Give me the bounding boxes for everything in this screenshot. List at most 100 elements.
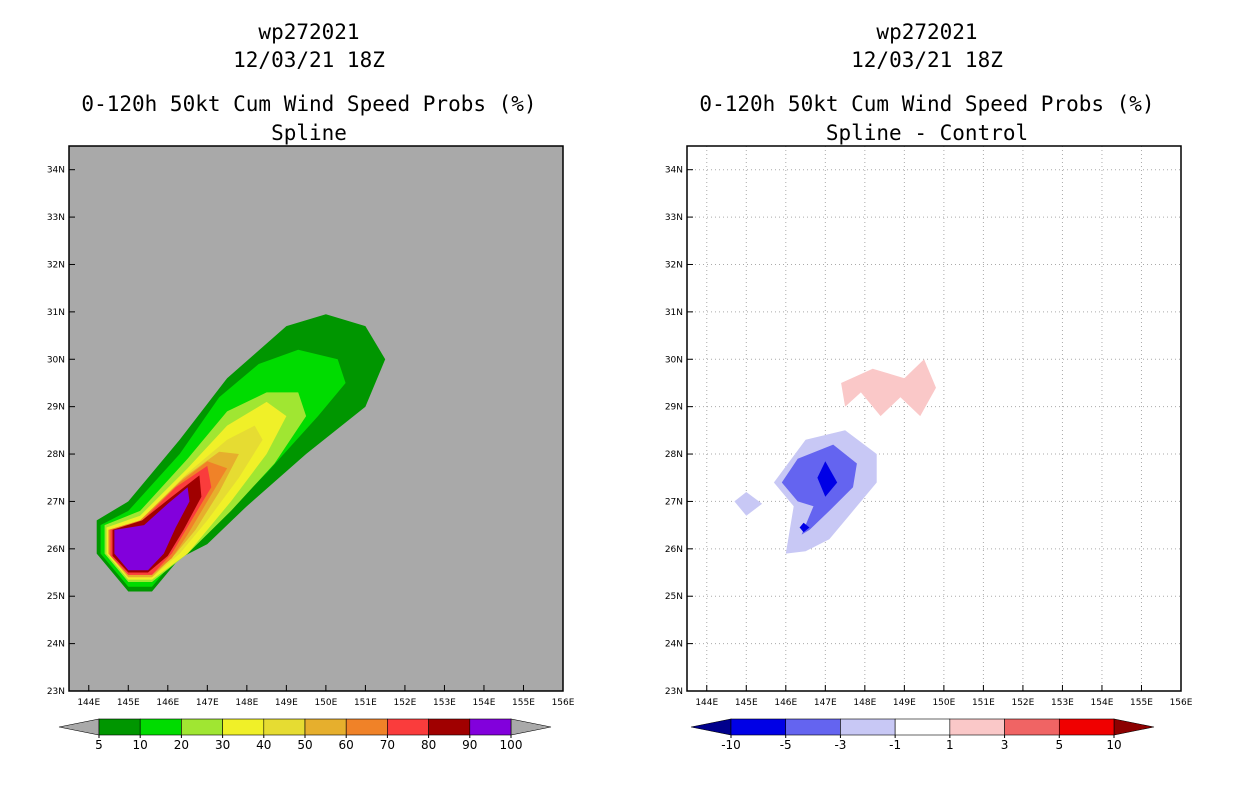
- plot-background: [687, 146, 1181, 691]
- y-tick-label: 29N: [665, 403, 683, 413]
- x-tick-label: 145E: [735, 698, 758, 708]
- colorbar-label: 70: [380, 738, 395, 752]
- y-tick-label: 32N: [665, 260, 683, 270]
- product-title: 0-120h 50kt Cum Wind Speed Probs (%): [699, 92, 1155, 116]
- colorbar-swatch: [730, 718, 787, 736]
- colorbar-swatch: [428, 718, 471, 736]
- y-tick-label: 24N: [47, 640, 65, 650]
- colorbar-label: -3: [834, 738, 846, 752]
- colorbar-swatch: [840, 718, 896, 736]
- y-tick-label: 23N: [665, 687, 683, 697]
- colorbar-high-end: [510, 718, 552, 736]
- y-tick-label: 25N: [665, 592, 683, 602]
- colorbar-low-end: [58, 718, 100, 736]
- colorbar-low-end: [690, 718, 732, 736]
- contour-region: [734, 492, 763, 516]
- product-title: 0-120h 50kt Cum Wind Speed Probs (%): [81, 92, 537, 116]
- x-tick-label: 153E: [433, 698, 456, 708]
- x-tick-label: 152E: [1011, 698, 1034, 708]
- colorbar-swatch: [263, 718, 306, 736]
- colorbar-label: 30: [215, 738, 230, 752]
- x-tick-label: 156E: [1170, 698, 1193, 708]
- colorbar-swatch: [304, 718, 347, 736]
- x-tick-label: 145E: [117, 698, 140, 708]
- y-tick-label: 33N: [47, 213, 65, 223]
- colorbar-swatch: [181, 718, 223, 736]
- x-tick-label: 155E: [512, 698, 535, 708]
- colorbar-label: 1: [946, 738, 954, 752]
- x-tick-label: 154E: [473, 698, 496, 708]
- left-chart-panel: wp272021 12/03/21 18Z 0-120h 50kt Cum Wi…: [47, 20, 575, 752]
- colorbar-swatch: [949, 718, 1005, 736]
- x-tick-label: 147E: [196, 698, 219, 708]
- datetime-title: 12/03/21 18Z: [233, 48, 385, 72]
- x-tick-label: 149E: [275, 698, 298, 708]
- plot-frame: [68, 145, 564, 692]
- colorbar-swatch: [1004, 718, 1060, 736]
- colorbar-label: 60: [339, 738, 354, 752]
- contour-region: [781, 444, 857, 535]
- spline-probability-map: 144E 145E 146E 147E 148E 149E 150E 151E 152E 153E…: [47, 145, 575, 752]
- x-tick-label: 147E: [814, 698, 837, 708]
- right-chart-panel: wp272021 12/03/21 18Z 0-120h 50kt Cum Wi…: [618, 0, 1236, 800]
- x-tick-label: 151E: [354, 698, 377, 708]
- method-title: Spline - Control: [825, 121, 1029, 145]
- colorbar-label: -5: [780, 738, 792, 752]
- y-tick-label: 31N: [47, 308, 65, 318]
- y-tick-label: 28N: [665, 450, 683, 460]
- y-tick-label: 30N: [47, 355, 65, 365]
- colorbar-swatch: [1058, 718, 1115, 736]
- x-tick-label: 149E: [893, 698, 916, 708]
- colorbar-label: -10: [721, 738, 741, 752]
- x-tick-label: 155E: [1130, 698, 1153, 708]
- storm-id-title: wp272021: [876, 20, 978, 44]
- colorbar-swatch: [345, 718, 388, 736]
- x-tick-label: 150E: [314, 698, 337, 708]
- y-tick-label: 31N: [665, 308, 683, 318]
- colorbar-label: 5: [1055, 738, 1063, 752]
- colorbar-swatch: [139, 718, 182, 736]
- colorbar-label: 10: [1106, 738, 1121, 752]
- x-tick-label: 146E: [156, 698, 179, 708]
- y-tick-label: 33N: [665, 213, 683, 223]
- x-tick-label: 144E: [77, 698, 100, 708]
- x-tick-label: 151E: [972, 698, 995, 708]
- x-tick-label: 148E: [235, 698, 258, 708]
- x-tick-label: 154E: [1091, 698, 1114, 708]
- x-tick-label: 144E: [695, 698, 718, 708]
- colorbar-label: 40: [256, 738, 271, 752]
- contour-region: [841, 359, 936, 417]
- x-tick-label: 148E: [853, 698, 876, 708]
- colorbar-label: 3: [1001, 738, 1009, 752]
- y-tick-label: 24N: [665, 640, 683, 650]
- colorbar-swatch: [469, 718, 512, 736]
- difference-probability-map: 144E 145E 146E 147E 148E 149E 150E 151E 152E 153E…: [665, 145, 1193, 752]
- y-tick-label: 27N: [665, 497, 683, 507]
- colorbar-high-end: [1113, 718, 1155, 736]
- x-tick-label: 150E: [932, 698, 955, 708]
- x-tick-label: 152E: [393, 698, 416, 708]
- y-tick-label: 23N: [47, 687, 65, 697]
- colorbar-label: 20: [174, 738, 189, 752]
- contour-region: [799, 522, 810, 533]
- x-tick-label: 146E: [774, 698, 797, 708]
- plot-frame: [686, 145, 1182, 692]
- y-tick-label: 28N: [47, 450, 65, 460]
- method-title: Spline: [271, 121, 347, 145]
- colorbar-label: 10: [133, 738, 148, 752]
- x-tick-label: 156E: [552, 698, 575, 708]
- colorbar-swatch: [894, 718, 951, 736]
- colorbar-swatch: [387, 718, 429, 736]
- y-tick-label: 27N: [47, 497, 65, 507]
- colorbar-swatch: [785, 718, 841, 736]
- y-tick-label: 26N: [665, 545, 683, 555]
- colorbar-label: 100: [500, 738, 523, 752]
- colorbar-label: 90: [462, 738, 477, 752]
- colorbar-label: 80: [421, 738, 436, 752]
- y-tick-label: 34N: [665, 166, 683, 176]
- colorbar-swatch: [222, 718, 265, 736]
- x-tick-label: 153E: [1051, 698, 1074, 708]
- y-tick-label: 30N: [665, 355, 683, 365]
- y-tick-label: 34N: [47, 166, 65, 176]
- colorbar-label: -1: [889, 738, 901, 752]
